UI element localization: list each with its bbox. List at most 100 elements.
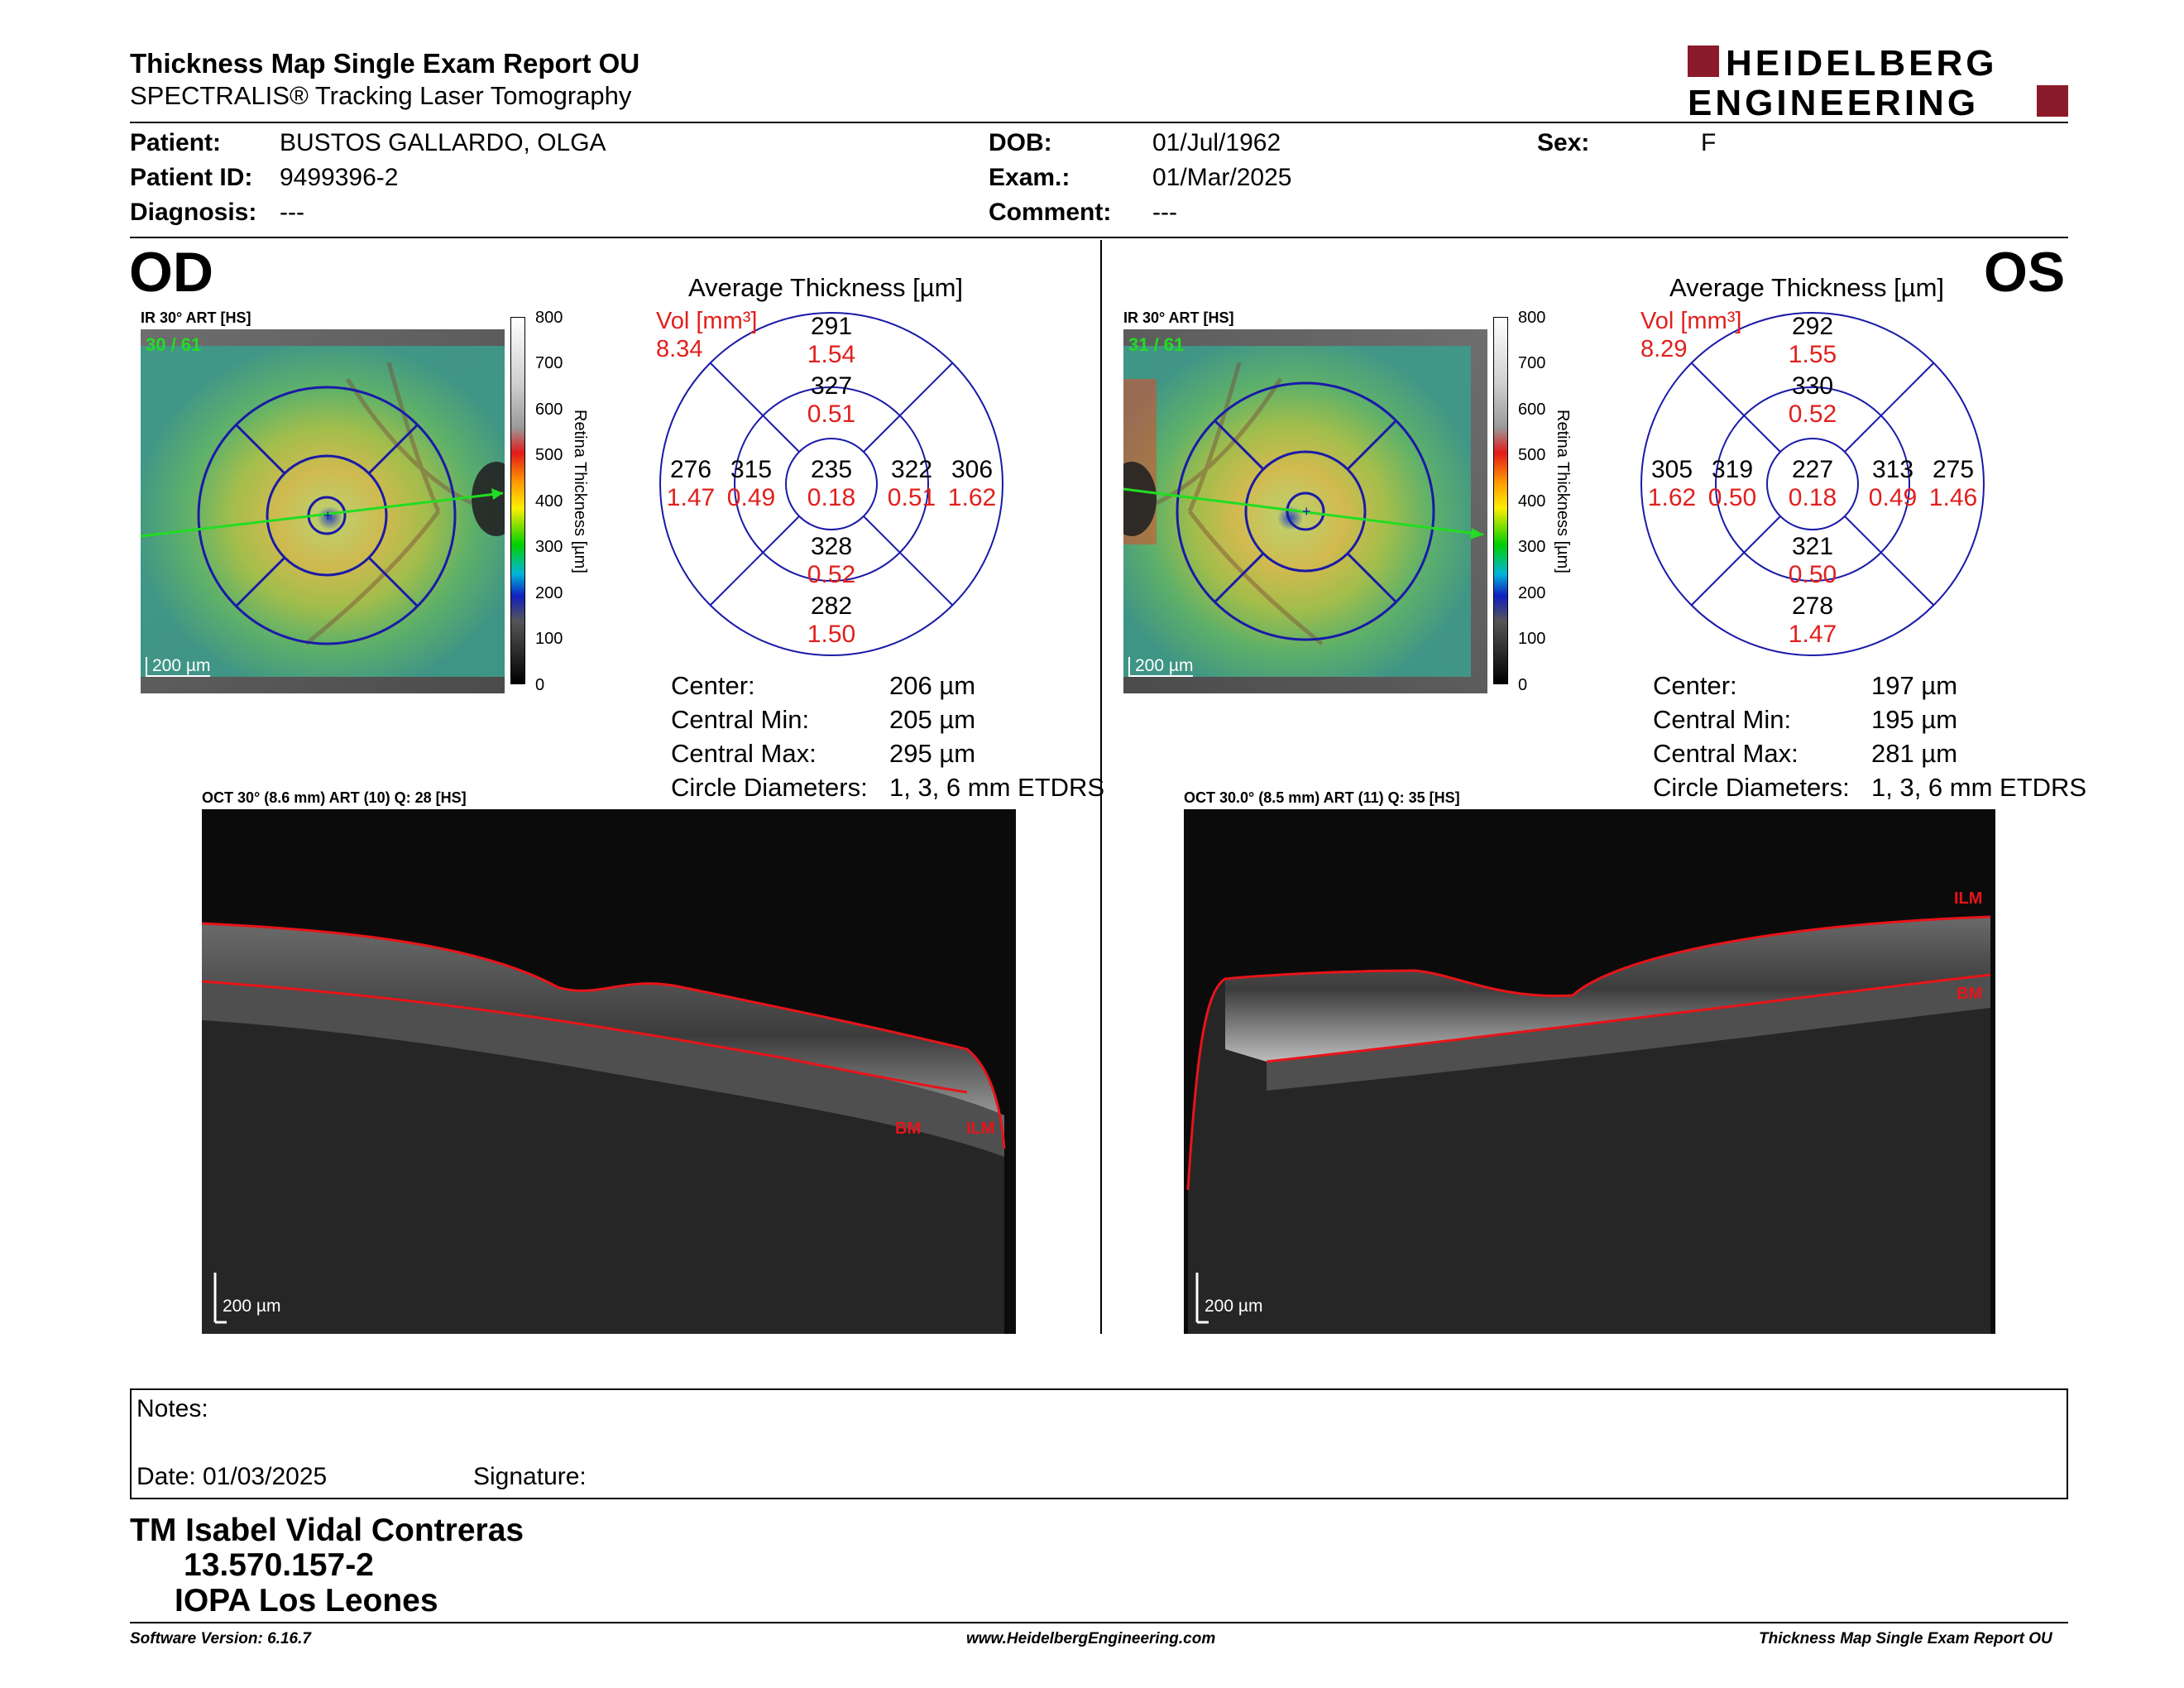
exam-value: 01/Mar/2025 [1152, 164, 1292, 191]
od-cbar-tick: 100 [535, 630, 563, 648]
od-center-volume: 0.18 [807, 484, 855, 511]
od-outer-superior-thickness: 291 [811, 313, 852, 340]
od-outer-left-thickness: 276 [670, 456, 711, 483]
patient-id-label: Patient ID: [130, 164, 253, 191]
os-max-value: 281 µm [1871, 739, 1958, 768]
od-ilm-label: ILM [966, 1120, 995, 1138]
comment-label: Comment: [989, 199, 1112, 226]
od-cbar-tick: 300 [535, 538, 563, 556]
svg-text:+: + [323, 507, 333, 524]
os-ir-label: IR 30° ART [HS] [1123, 309, 1234, 326]
od-inner-inferior-thickness: 328 [811, 533, 852, 560]
os-vol-label: Vol [mm³] [1640, 308, 1742, 334]
eye-divider [1100, 240, 1102, 1334]
diagnosis-value: --- [280, 199, 304, 226]
od-inner-superior-thickness: 327 [811, 372, 852, 400]
od-colorbar-title: Retina Thickness [µm] [571, 410, 589, 573]
os-min-label: Central Min: [1653, 705, 1792, 734]
od-center-label: Center: [671, 671, 755, 700]
od-bm-label: BM [895, 1120, 922, 1138]
heidelberg-logo: HEIDELBERG ENGINEERING [1688, 46, 2068, 118]
od-average-title: Average Thickness [µm] [688, 273, 964, 302]
od-inner-right-thickness: 322 [891, 456, 932, 483]
os-frame-count: 31 / 61 [1128, 334, 1185, 355]
os-thickness-map: + [1123, 329, 1487, 693]
od-cbar-tick: 800 [535, 309, 563, 327]
signer-name: TM Isabel Vidal Contreras [130, 1513, 524, 1548]
od-oct-label: OCT 30° (8.6 mm) ART (10) Q: 28 [HS] [202, 789, 467, 806]
report-title: Thickness Map Single Exam Report OU [130, 48, 640, 79]
od-min-value: 205 µm [889, 705, 976, 734]
diagnosis-label: Diagnosis: [130, 199, 257, 226]
os-bm-label: BM [1956, 985, 1983, 1003]
notes-label: Notes: [136, 1395, 208, 1422]
logo-line2: ENGINEERING [1688, 83, 1979, 118]
od-cbar-tick: 600 [535, 400, 563, 419]
os-inner-superior-thickness: 330 [1792, 372, 1833, 400]
od-outer-inferior-volume: 1.50 [807, 621, 855, 648]
od-oct-scale: 200 µm [223, 1297, 281, 1316]
os-cbar-tick: 500 [1518, 446, 1546, 464]
svg-text:+: + [1302, 503, 1311, 520]
os-cbar-tick: 800 [1518, 309, 1546, 327]
os-outer-inferior-thickness: 278 [1792, 592, 1833, 620]
od-diam-value: 1, 3, 6 mm ETDRS [889, 773, 1105, 802]
patient-id-value: 9499396-2 [280, 164, 399, 191]
od-colorbar [510, 317, 525, 684]
os-map-scale: 200 µm [1128, 657, 1194, 677]
os-oct-scale: 200 µm [1205, 1297, 1263, 1316]
patient-rule [130, 237, 2068, 238]
footer-report-name: Thickness Map Single Exam Report OU [1759, 1630, 2052, 1647]
patient-label: Patient: [130, 129, 222, 156]
od-diam-label: Circle Diameters: [671, 773, 868, 802]
od-outer-right-volume: 1.62 [948, 484, 996, 511]
os-outer-left-thickness: 305 [1651, 456, 1693, 483]
od-vol-label: Vol [mm³] [656, 308, 758, 334]
od-outer-right-thickness: 306 [951, 456, 993, 483]
od-outer-superior-volume: 1.54 [807, 341, 855, 368]
od-max-value: 295 µm [889, 739, 976, 768]
os-inner-left-volume: 0.50 [1708, 484, 1756, 511]
logo-line1: HEIDELBERG [1726, 46, 1997, 84]
website-link[interactable]: www.HeidelbergEngineering.com [966, 1630, 1216, 1647]
os-outer-inferior-volume: 1.47 [1789, 621, 1837, 648]
os-cbar-tick: 100 [1518, 630, 1546, 648]
os-inner-right-thickness: 313 [1872, 456, 1913, 483]
od-cbar-tick: 200 [535, 584, 563, 602]
os-colorbar [1493, 317, 1508, 684]
os-outer-superior-thickness: 292 [1792, 313, 1833, 340]
patient-value: BUSTOS GALLARDO, OLGA [280, 129, 606, 156]
od-inner-right-volume: 0.51 [888, 484, 936, 511]
notes-date: Date: 01/03/2025 [136, 1463, 328, 1490]
od-oct-bscan [202, 809, 1016, 1334]
os-oct-label: OCT 30.0° (8.5 mm) ART (11) Q: 35 [HS] [1184, 789, 1460, 806]
os-ilm-label: ILM [1954, 890, 1983, 908]
os-cbar-tick: 600 [1518, 400, 1546, 419]
os-center-label: Center: [1653, 671, 1737, 700]
od-eye-label: OD [129, 241, 213, 304]
od-inner-left-volume: 0.49 [727, 484, 775, 511]
os-cbar-tick: 300 [1518, 538, 1546, 556]
os-outer-right-thickness: 275 [1933, 456, 1974, 483]
os-outer-superior-volume: 1.55 [1789, 341, 1837, 368]
os-center-thickness: 227 [1792, 456, 1833, 483]
od-cbar-tick: 400 [535, 492, 563, 511]
od-map-scale: 200 µm [146, 657, 211, 677]
os-center-value: 197 µm [1871, 671, 1958, 700]
od-frame-count: 30 / 61 [146, 334, 202, 355]
os-etdrs-grid: 227 0.18 330 0.52 321 0.50 319 0.50 313 … [1640, 312, 1985, 656]
os-min-value: 195 µm [1871, 705, 1958, 734]
od-inner-superior-volume: 0.51 [807, 400, 855, 428]
dob-label: DOB: [989, 129, 1052, 156]
od-outer-left-volume: 1.47 [667, 484, 715, 511]
os-inner-inferior-volume: 0.50 [1789, 561, 1837, 588]
report-subtitle: SPECTRALIS® Tracking Laser Tomography [130, 81, 632, 110]
notes-box[interactable]: Notes: Date: 01/03/2025 Signature: [130, 1388, 2068, 1499]
od-min-label: Central Min: [671, 705, 810, 734]
os-vol-value: 8.29 [1640, 336, 1688, 362]
od-inner-inferior-volume: 0.52 [807, 561, 855, 588]
os-inner-left-thickness: 319 [1712, 456, 1753, 483]
dob-value: 01/Jul/1962 [1152, 129, 1281, 156]
od-vol-value: 8.34 [656, 336, 703, 362]
os-max-label: Central Max: [1653, 739, 1798, 768]
